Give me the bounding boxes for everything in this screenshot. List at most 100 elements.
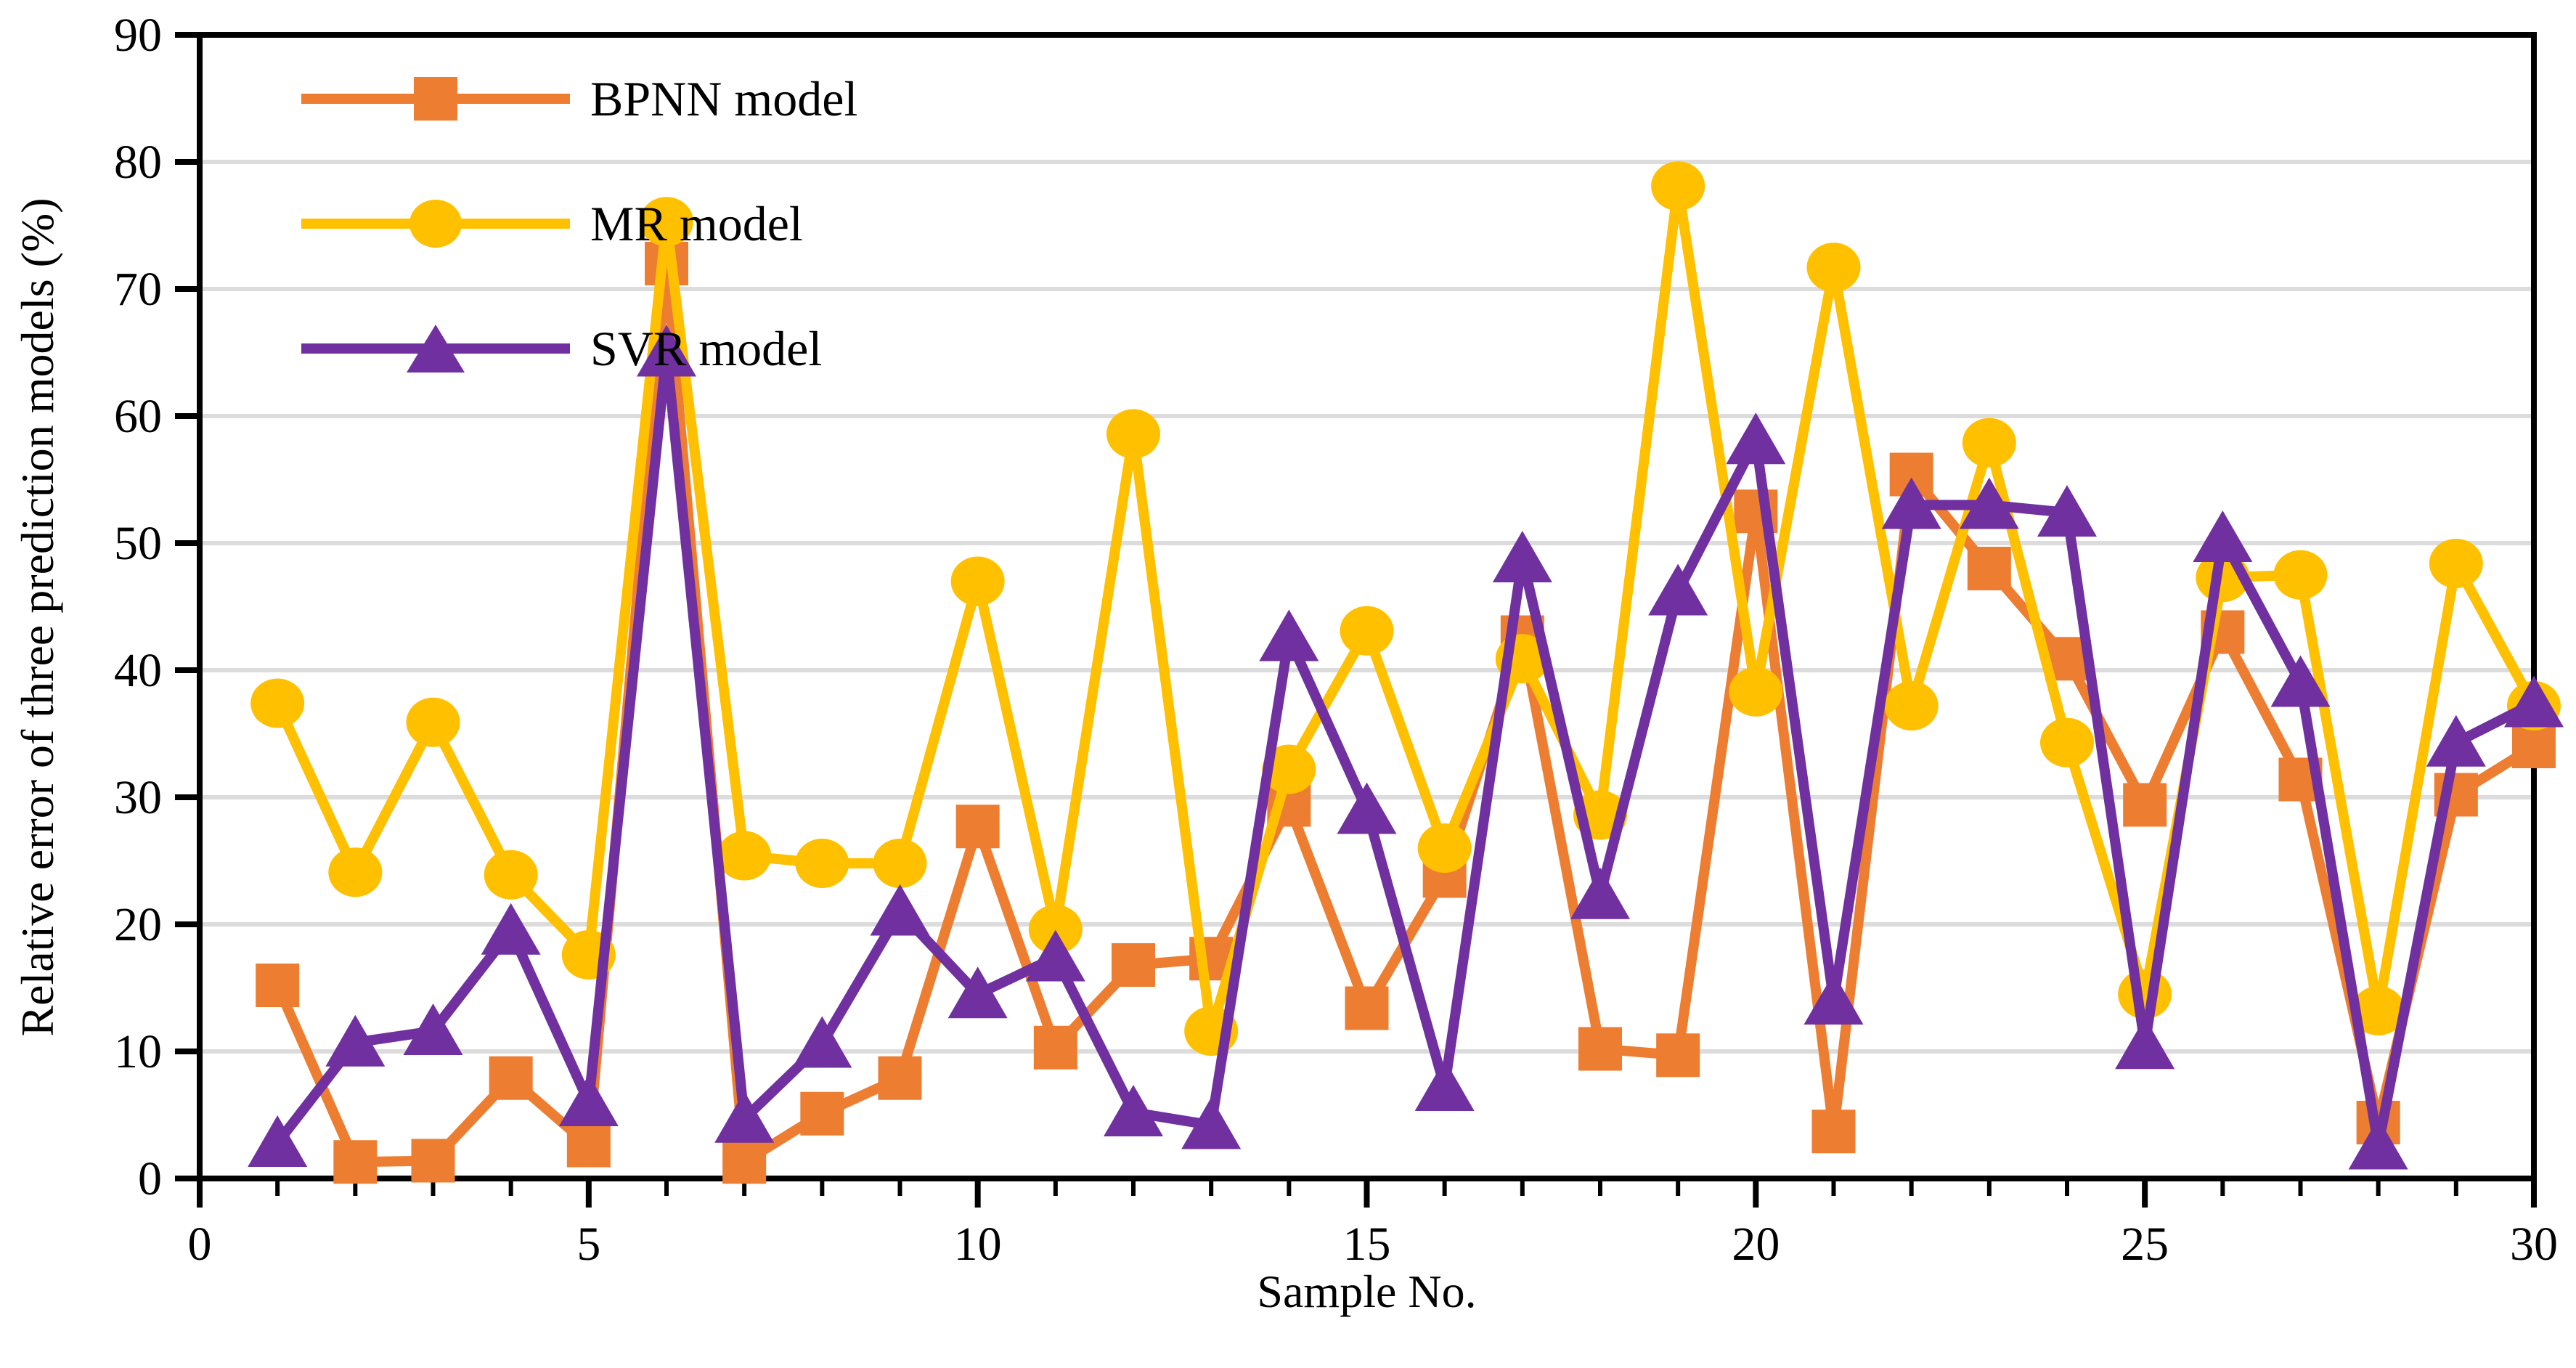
data-point-mr <box>1262 744 1316 794</box>
data-point-svr <box>792 1016 852 1068</box>
data-point-svr <box>2037 485 2097 537</box>
data-point-bpnn <box>1656 1033 1700 1078</box>
data-point-svr <box>1414 1059 1475 1111</box>
x-tick-label: 15 <box>1343 1218 1391 1271</box>
data-point-mr <box>1884 681 1939 730</box>
data-point-bpnn <box>2512 725 2556 768</box>
y-tick-label: 70 <box>114 263 162 316</box>
series-line-svr <box>273 347 2537 1151</box>
legend-label-svr: SVR model <box>590 320 823 376</box>
data-point-svr <box>1025 929 1085 982</box>
data-point-svr <box>2115 1017 2175 1070</box>
data-point-mr <box>1417 823 1472 873</box>
y-tick-label: 80 <box>114 136 162 189</box>
legend: BPNN model MR model SVR model <box>301 36 857 411</box>
data-point-svr <box>1726 412 1786 465</box>
y-tick-label: 0 <box>138 1152 162 1205</box>
data-point-bpnn <box>1345 986 1389 1030</box>
plot-frame <box>197 32 2537 1181</box>
data-point-bpnn <box>722 1140 767 1184</box>
data-point-svr <box>1959 477 2019 529</box>
data-point-svr <box>1648 563 1708 616</box>
data-point-mr <box>2273 550 2328 600</box>
data-point-bpnn <box>1033 1025 1077 1070</box>
data-point-svr <box>637 325 696 377</box>
y-axis-title: Relative error of three prediction model… <box>12 198 63 1037</box>
data-point-svr <box>1803 973 1864 1025</box>
data-point-mr <box>406 697 460 747</box>
legend-item-bpnn: BPNN model <box>301 36 857 161</box>
data-point-svr <box>325 1014 386 1067</box>
data-point-bpnn <box>411 1139 455 1183</box>
x-tick-label: 30 <box>2510 1218 2558 1271</box>
data-point-bpnn <box>489 1056 533 1100</box>
data-point-svr <box>1259 609 1319 661</box>
data-point-svr <box>1104 1085 1163 1136</box>
y-tick-label: 50 <box>114 517 162 570</box>
legend-label-bpnn: BPNN model <box>590 70 858 126</box>
data-point-mr <box>2040 717 2094 768</box>
data-point-mr <box>1806 243 1861 293</box>
data-point-mr <box>2429 539 2483 588</box>
data-point-mr <box>1340 606 1394 656</box>
data-point-mr <box>2351 986 2405 1035</box>
x-tick-label: 20 <box>1732 1218 1780 1271</box>
data-point-mr <box>795 839 849 888</box>
data-point-bpnn <box>256 964 300 1007</box>
data-point-svr <box>2504 675 2564 728</box>
data-point-mr <box>873 839 927 888</box>
data-point-bpnn <box>800 1091 844 1136</box>
data-point-svr <box>2426 714 2486 767</box>
data-point-svr <box>1181 1097 1242 1149</box>
data-point-mr <box>1028 905 1083 954</box>
x-tick-label: 5 <box>576 1218 600 1271</box>
data-point-mr <box>1962 418 2016 468</box>
data-point-mr <box>1729 667 1783 717</box>
circle-marker-icon <box>409 200 462 248</box>
data-point-svr <box>947 966 1008 1019</box>
data-point-svr <box>248 1115 308 1167</box>
data-point-bpnn <box>1811 1110 1856 1154</box>
data-point-mr <box>328 847 383 897</box>
data-point-svr <box>1492 531 1552 582</box>
y-tick-label: 10 <box>114 1025 162 1078</box>
data-point-bpnn <box>878 1056 922 1100</box>
legend-swatch-mr <box>301 191 570 256</box>
x-axis-title: Sample No. <box>1257 1266 1477 1317</box>
data-point-mr <box>484 850 538 900</box>
x-tick-label: 0 <box>188 1218 212 1271</box>
data-point-bpnn <box>333 1140 378 1184</box>
data-point-bpnn <box>566 1123 611 1168</box>
data-point-bpnn <box>955 805 1000 849</box>
data-point-bpnn <box>1112 943 1155 987</box>
y-tick-label: 20 <box>114 898 162 951</box>
data-point-svr <box>2193 510 2253 562</box>
y-tick-label: 30 <box>114 771 162 824</box>
legend-swatch-svr <box>301 316 570 381</box>
data-point-svr <box>1337 782 1397 834</box>
data-point-mr <box>1651 161 1705 211</box>
data-point-mr <box>950 556 1005 606</box>
data-point-mr <box>717 831 772 881</box>
data-point-svr <box>558 1075 619 1126</box>
legend-item-mr: MR model <box>301 161 857 286</box>
y-tick-label: 40 <box>114 644 162 697</box>
y-tick-label: 60 <box>114 390 162 443</box>
data-point-svr <box>870 884 930 936</box>
y-tick-label: 90 <box>114 9 162 62</box>
data-point-mr <box>640 197 693 247</box>
x-tick-label: 10 <box>954 1218 1002 1271</box>
legend-label-mr: MR model <box>590 195 803 251</box>
data-point-bpnn <box>1578 1027 1622 1071</box>
data-point-svr <box>1881 477 1941 529</box>
data-point-svr <box>2348 1117 2408 1170</box>
data-point-bpnn <box>1967 547 2011 590</box>
data-point-svr <box>2270 655 2331 707</box>
data-point-svr <box>1570 867 1630 919</box>
data-point-svr <box>481 903 541 955</box>
data-point-svr <box>714 1091 775 1143</box>
legend-item-svr: SVR model <box>301 286 857 411</box>
data-point-bpnn <box>2123 783 2167 827</box>
